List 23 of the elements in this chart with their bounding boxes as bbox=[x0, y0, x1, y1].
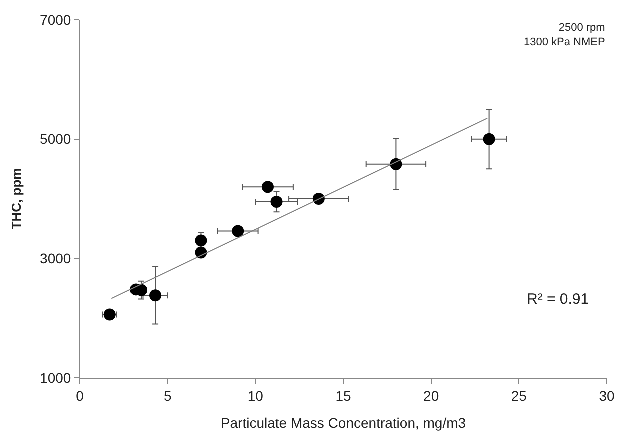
point bbox=[270, 196, 283, 208]
point bbox=[232, 225, 244, 238]
y-tick-label: 5000 bbox=[40, 131, 72, 148]
point bbox=[104, 308, 116, 321]
x-tick-label: 15 bbox=[336, 388, 352, 404]
x-axis-title: Particulate Mass Concentration, mg/m3 bbox=[220, 415, 466, 432]
y-tick-label: 3000 bbox=[40, 250, 72, 267]
y-axis-title: THC, ppm bbox=[8, 168, 24, 230]
y-tick-label: 7000 bbox=[40, 12, 72, 28]
x-tick-label: 10 bbox=[248, 388, 264, 404]
x-tick-label: 20 bbox=[424, 388, 440, 404]
point bbox=[262, 181, 274, 194]
annotation: R² = 0.91 bbox=[527, 291, 590, 308]
x-tick-label: 25 bbox=[511, 388, 528, 404]
point bbox=[195, 234, 208, 247]
annotation: 2500 rpm 1300 kPa NMEP bbox=[524, 22, 606, 48]
point bbox=[195, 246, 208, 259]
x-tick-label: 0 bbox=[76, 388, 84, 404]
x-tick-label: 30 bbox=[599, 388, 615, 404]
point bbox=[483, 133, 496, 146]
y-tick-label: 1000 bbox=[40, 370, 72, 386]
point bbox=[150, 290, 162, 302]
x-tick-label: 5 bbox=[164, 388, 172, 404]
